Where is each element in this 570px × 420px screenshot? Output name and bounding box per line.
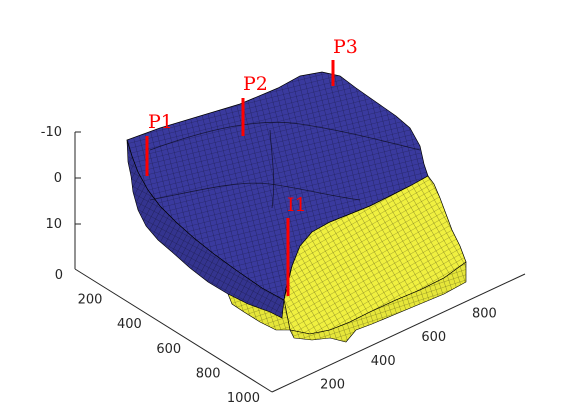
reservoir-body — [126, 71, 467, 343]
y-tick-label: 200 — [78, 293, 103, 308]
y-tick-label: 0 — [55, 268, 63, 283]
y-axis-ticks: 0 200 400 600 800 1000 — [55, 268, 260, 406]
y-tick-label: 800 — [196, 366, 221, 381]
x-tick-label: 600 — [421, 330, 446, 345]
z-tick-label: 10 — [45, 217, 62, 232]
x-tick-label: 400 — [371, 354, 396, 369]
x-tick-label: 200 — [320, 377, 345, 392]
z-tick-label: -10 — [41, 125, 62, 140]
x-axis-line — [271, 273, 526, 393]
x-tick-label: 800 — [472, 307, 497, 322]
y-tick-label: 400 — [117, 317, 142, 332]
y-tick-label: 600 — [156, 342, 181, 357]
z-axis-ticks: -10 0 10 — [41, 125, 81, 232]
front-face-yellow — [289, 261, 467, 343]
x-axis-ticks: 200 400 600 800 — [320, 307, 497, 393]
z-tick-label: 0 — [54, 171, 62, 186]
y-tick-label: 1000 — [227, 391, 260, 406]
y-axis-line — [74, 268, 273, 393]
axes — [74, 132, 526, 393]
well-label-p1: P1 — [148, 111, 173, 133]
well-label-p2: P2 — [243, 73, 268, 95]
well-label-p3: P3 — [333, 36, 358, 58]
wells: P1 P2 P3 I1 — [145, 36, 358, 296]
well-label-i1: I1 — [287, 194, 307, 216]
